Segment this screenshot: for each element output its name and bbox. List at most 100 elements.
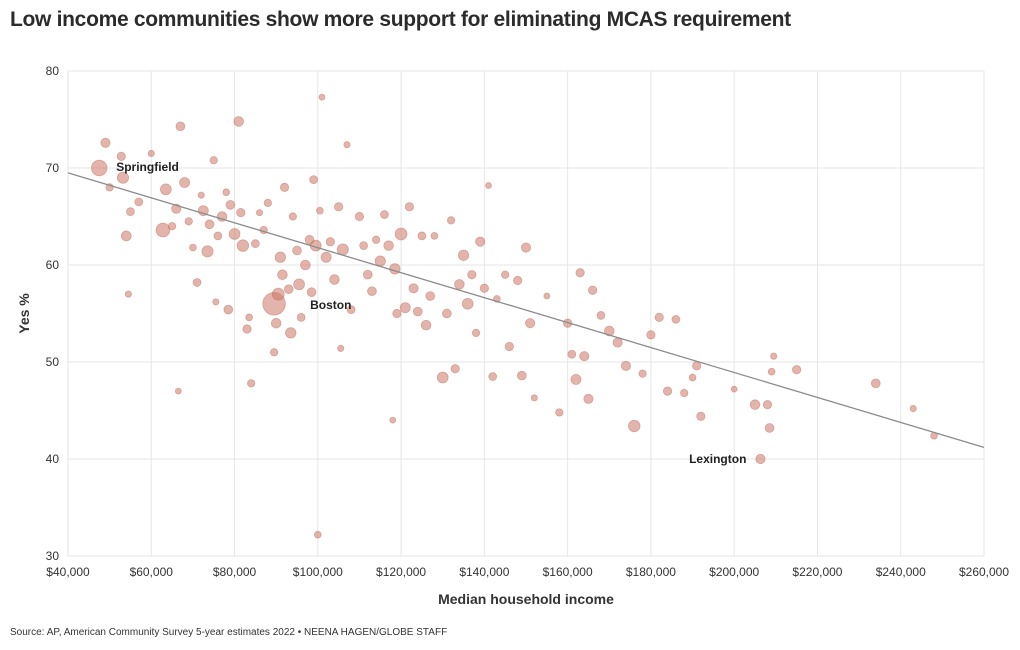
data-point bbox=[269, 348, 279, 357]
data-point bbox=[337, 344, 345, 352]
data-point bbox=[762, 400, 773, 410]
data-point bbox=[457, 249, 470, 261]
data-point bbox=[343, 141, 351, 149]
data-point bbox=[555, 408, 564, 417]
y-tick-label: 40 bbox=[46, 452, 60, 466]
data-point bbox=[646, 330, 656, 340]
x-tick-label: $80,000 bbox=[213, 565, 257, 579]
data-point bbox=[680, 388, 689, 398]
y-axis-ticks: 30 40 50 60 70 80 bbox=[46, 64, 60, 563]
data-point bbox=[662, 386, 673, 396]
data-point bbox=[292, 245, 302, 256]
data-point bbox=[90, 159, 108, 177]
data-point bbox=[730, 385, 738, 393]
data-point bbox=[575, 268, 585, 278]
data-point bbox=[692, 361, 702, 371]
data-point bbox=[296, 313, 306, 322]
data-point bbox=[120, 230, 132, 242]
data-point bbox=[628, 419, 641, 433]
grid-layer bbox=[67, 70, 985, 557]
data-point bbox=[696, 411, 706, 421]
data-point bbox=[764, 423, 775, 433]
data-point bbox=[250, 239, 260, 249]
data-point bbox=[222, 188, 231, 197]
data-point bbox=[225, 200, 236, 210]
data-point bbox=[870, 378, 881, 389]
data-point bbox=[285, 327, 297, 339]
y-tick-label: 50 bbox=[46, 355, 60, 369]
x-tick-label: $240,000 bbox=[876, 565, 926, 579]
data-point bbox=[488, 372, 498, 381]
data-point bbox=[159, 183, 172, 196]
data-point bbox=[467, 270, 477, 280]
data-point bbox=[612, 337, 623, 348]
data-point bbox=[620, 360, 631, 371]
data-point bbox=[461, 297, 474, 310]
data-point bbox=[359, 241, 368, 250]
data-point bbox=[147, 149, 155, 157]
data-point bbox=[167, 222, 177, 231]
data-point bbox=[404, 202, 415, 212]
data-point bbox=[520, 242, 532, 253]
data-point bbox=[233, 116, 244, 127]
data-point bbox=[236, 239, 250, 252]
x-axis-ticks: $40,000 $60,000 $80,000 $100,000 $120,000 $14… bbox=[46, 565, 1009, 579]
data-point bbox=[263, 198, 272, 208]
x-tick-label: $140,000 bbox=[459, 565, 509, 579]
data-point bbox=[184, 217, 193, 226]
data-point bbox=[792, 365, 802, 375]
data-point bbox=[671, 314, 681, 324]
source-note: Source: AP, American Community Survey 5-… bbox=[10, 627, 448, 638]
data-point bbox=[277, 269, 288, 280]
data-point bbox=[197, 191, 205, 199]
data-point bbox=[247, 379, 256, 388]
data-point bbox=[408, 283, 419, 294]
data-point bbox=[516, 370, 527, 381]
data-point bbox=[304, 234, 315, 245]
data-point bbox=[417, 231, 427, 241]
data-point bbox=[430, 232, 439, 240]
x-tick-label: $40,000 bbox=[46, 565, 90, 579]
data-point bbox=[124, 290, 132, 298]
x-tick-label: $200,000 bbox=[709, 565, 759, 579]
data-point bbox=[334, 202, 344, 212]
data-point bbox=[283, 284, 294, 295]
data-point bbox=[425, 291, 436, 301]
data-point bbox=[192, 278, 202, 287]
data-point bbox=[471, 328, 481, 338]
data-point bbox=[209, 156, 218, 165]
x-tick-label: $100,000 bbox=[293, 565, 343, 579]
trend-line bbox=[67, 172, 985, 448]
data-point bbox=[236, 207, 246, 218]
data-point bbox=[255, 209, 264, 217]
annotation-label: Springfield bbox=[116, 160, 179, 174]
data-point bbox=[371, 235, 381, 244]
data-point bbox=[770, 352, 778, 360]
data-point bbox=[228, 228, 241, 240]
data-point bbox=[530, 394, 538, 402]
data-point bbox=[749, 399, 761, 410]
data-point bbox=[100, 137, 111, 148]
x-tick-label: $60,000 bbox=[130, 565, 174, 579]
annotation-label: Lexington bbox=[689, 452, 746, 466]
data-point bbox=[596, 311, 606, 320]
data-point bbox=[567, 349, 577, 359]
data-point bbox=[179, 177, 191, 189]
data-point bbox=[603, 325, 615, 337]
data-point bbox=[279, 182, 290, 193]
data-point bbox=[329, 274, 340, 285]
data-point bbox=[513, 275, 523, 286]
data-point bbox=[300, 259, 311, 271]
data-point bbox=[313, 530, 322, 539]
scatter-chart: 30 40 50 60 70 80 $40,000 $60,000 $80,000 $100,0… bbox=[16, 64, 1009, 607]
data-point bbox=[399, 302, 411, 314]
data-point bbox=[392, 308, 402, 319]
data-point bbox=[543, 292, 551, 300]
x-tick-label: $120,000 bbox=[376, 565, 426, 579]
x-tick-label: $260,000 bbox=[959, 565, 1009, 579]
data-point bbox=[155, 222, 171, 238]
x-tick-label: $160,000 bbox=[543, 565, 593, 579]
data-point bbox=[450, 364, 460, 374]
data-point bbox=[454, 279, 465, 290]
data-point bbox=[525, 318, 536, 329]
